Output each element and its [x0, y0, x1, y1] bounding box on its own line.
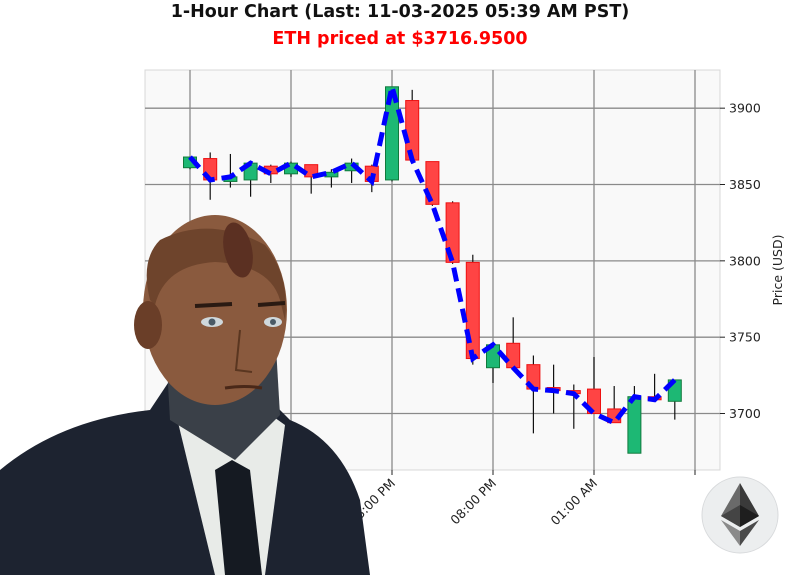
x-tick-label: 01:00 AM — [548, 476, 601, 529]
y-tick-label: 3850 — [729, 177, 761, 192]
x-tick-label: 08:00 PM — [447, 476, 499, 528]
ethereum-logo — [701, 476, 779, 554]
bullish-candle — [385, 86, 399, 181]
y-tick-label: 3800 — [729, 253, 761, 268]
android-portrait-image — [0, 215, 370, 575]
y-axis-label: Price (USD) — [770, 235, 785, 306]
bullish-candle — [627, 396, 642, 454]
y-tick-label: 3900 — [729, 101, 761, 116]
bearish-candle — [506, 342, 521, 369]
y-tick-label: 3700 — [729, 406, 761, 421]
bearish-candle — [465, 261, 480, 360]
y-tick-label: 3750 — [729, 330, 761, 345]
y-axis: 3700 3750 3800 3850 3900 — [720, 101, 761, 421]
bullish-candle — [324, 171, 339, 178]
price-subtitle: ETH priced at $3716.9500 — [272, 29, 528, 49]
chart-title: 1-Hour Chart (Last: 11-03-2025 05:39 AM … — [170, 2, 630, 22]
